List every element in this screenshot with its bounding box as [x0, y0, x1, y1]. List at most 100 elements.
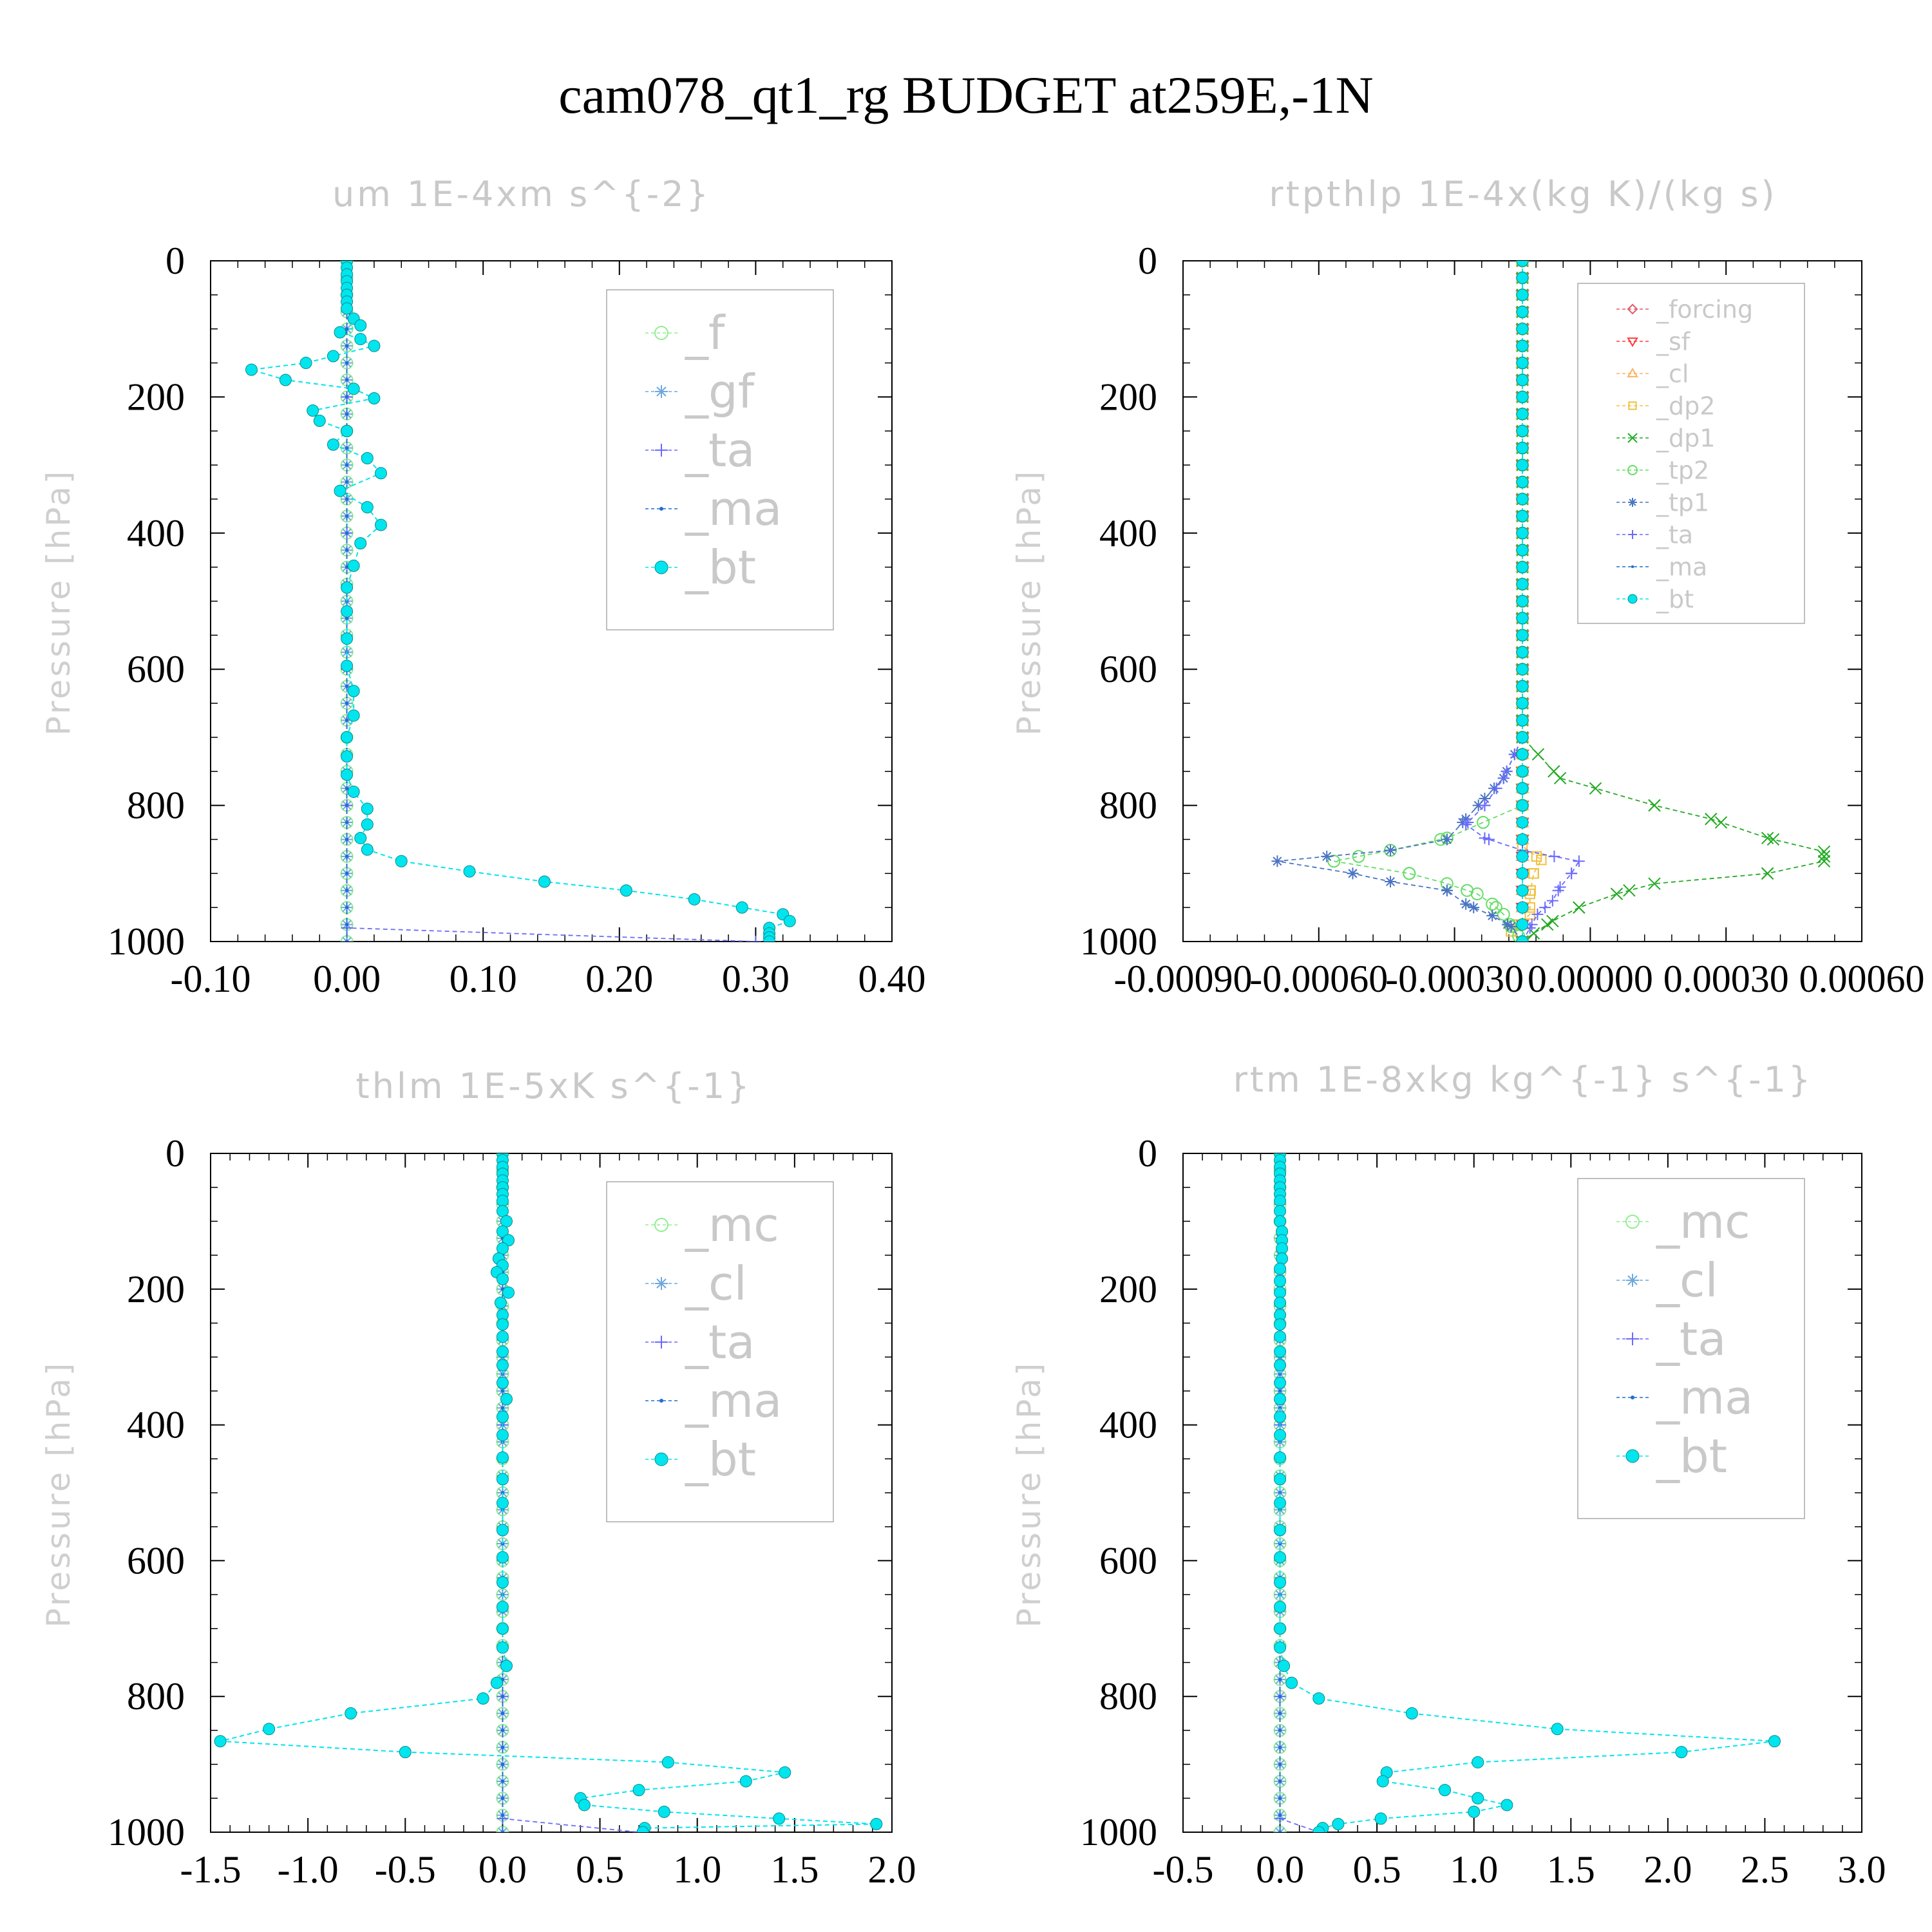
data-marker: [1278, 1813, 1282, 1817]
panel-title: thlm 1E-5xK s^{-1}: [356, 1066, 752, 1106]
data-marker: [763, 935, 776, 942]
data-marker: [783, 914, 796, 927]
data-marker: [632, 1784, 645, 1797]
y-tick-label: 400: [127, 512, 185, 554]
data-marker: [1516, 867, 1529, 880]
x-tick-label: 0.00030: [1663, 958, 1789, 1000]
data-marker: [1516, 493, 1529, 506]
data-marker: [1479, 832, 1491, 844]
x-tick-label: 0.30: [722, 958, 790, 1000]
legend-label: _bt: [685, 1432, 756, 1486]
data-marker: [1441, 884, 1453, 896]
data-marker: [1274, 1641, 1287, 1654]
series-line: [1464, 261, 1580, 942]
data-marker: [496, 1242, 509, 1255]
data-marker: [361, 501, 374, 514]
data-marker: [361, 818, 374, 831]
data-marker: [620, 884, 632, 897]
data-marker: [1332, 1817, 1345, 1830]
data-marker: [341, 659, 354, 672]
data-marker: [496, 1205, 509, 1218]
legend-marker: [654, 1452, 668, 1466]
data-marker: [1516, 612, 1529, 625]
data-marker: [1274, 1497, 1287, 1510]
data-marker: [1274, 1286, 1287, 1299]
y-tick-label: 0: [166, 1132, 185, 1175]
panel-title: um 1E-4xm s^{-2}: [332, 174, 711, 214]
data-marker: [341, 424, 354, 437]
legend-label: _ta: [685, 1315, 755, 1369]
data-marker: [1516, 323, 1529, 336]
data-marker: [773, 1812, 786, 1825]
data-marker: [1516, 850, 1529, 863]
legend-marker: [655, 385, 668, 398]
data-marker: [1551, 1723, 1564, 1736]
data-marker: [538, 875, 551, 888]
legend-marker: [1627, 433, 1638, 443]
legend-marker: [1625, 1215, 1640, 1229]
data-marker: [1278, 1830, 1282, 1832]
data-marker: [361, 843, 374, 856]
data-marker: [1486, 909, 1499, 922]
data-marker: [1516, 476, 1529, 489]
data-marker: [341, 731, 354, 744]
data-marker: [496, 1331, 509, 1343]
data-marker: [578, 1799, 591, 1812]
series-line: [251, 261, 791, 942]
series-ta: [497, 1153, 645, 1832]
data-marker: [1278, 1372, 1282, 1376]
data-marker: [1278, 1406, 1282, 1410]
data-marker: [1274, 1524, 1287, 1537]
data-marker: [500, 1406, 505, 1410]
data-marker: [658, 1805, 670, 1818]
data-marker: [1385, 875, 1397, 887]
legend-marker: [654, 560, 668, 574]
data-marker: [1285, 1676, 1298, 1689]
legend-marker: [655, 1277, 668, 1290]
data-marker: [496, 1576, 509, 1589]
data-marker: [1516, 357, 1529, 370]
data-marker: [1479, 793, 1491, 805]
data-marker: [1490, 901, 1503, 914]
data-marker: [1274, 1195, 1287, 1208]
data-marker: [1278, 1745, 1282, 1749]
data-marker: [1374, 1812, 1387, 1825]
data-marker: [1516, 646, 1529, 659]
data-marker: [1516, 765, 1529, 778]
data-marker: [1516, 374, 1529, 386]
data-marker: [494, 1296, 507, 1309]
data-marker: [1278, 1711, 1282, 1716]
data-marker: [345, 446, 349, 450]
x-tick-label: 0.0: [1256, 1848, 1304, 1891]
chart-panels: um 1E-4xm s^{-2}Pressure [hPa]-0.10 0.00 0…: [40, 174, 1925, 1891]
data-marker: [500, 1779, 505, 1783]
legend-marker: [1628, 530, 1637, 539]
x-tick-label: 0.00: [313, 958, 381, 1000]
data-marker: [496, 1195, 509, 1208]
data-marker: [345, 786, 349, 790]
data-marker: [1439, 1784, 1452, 1797]
legend-marker: [1627, 337, 1638, 347]
data-marker: [1573, 901, 1586, 914]
data-marker: [1516, 884, 1529, 897]
legend-label: _ma: [685, 1374, 782, 1428]
data-marker: [1516, 561, 1529, 574]
data-marker: [500, 1711, 505, 1716]
data-marker: [1648, 799, 1661, 812]
data-marker: [354, 319, 367, 332]
data-marker: [1516, 544, 1529, 556]
data-marker: [245, 363, 258, 376]
legend-label: _dp1: [1656, 424, 1715, 452]
data-marker: [345, 361, 349, 365]
data-marker: [1528, 868, 1539, 879]
legend-box: [1577, 283, 1805, 624]
y-tick-label: 400: [1099, 1404, 1157, 1446]
legend-label: _cl: [685, 1256, 747, 1311]
y-tick-label: 600: [127, 648, 185, 690]
data-marker: [1470, 887, 1484, 901]
chart-panel-2: rtpthlp 1E-4x(kg K)/(kg s) Pressure [hPa]…: [1010, 174, 1925, 1000]
data-marker: [1516, 901, 1529, 914]
data-marker: [1516, 339, 1529, 352]
data-marker: [500, 1393, 513, 1406]
data-marker: [1347, 867, 1359, 880]
